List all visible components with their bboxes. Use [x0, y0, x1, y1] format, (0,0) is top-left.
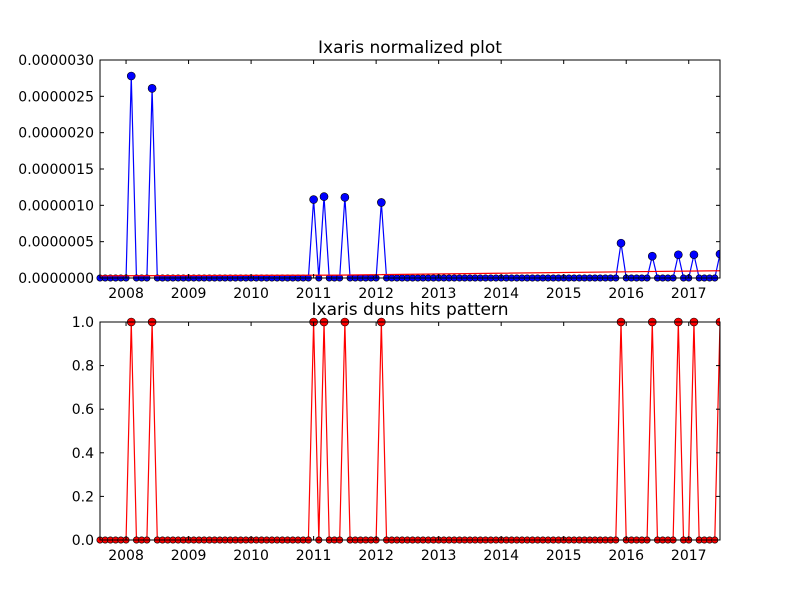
- y-tick-label: 0.0: [72, 533, 94, 549]
- peak-point: [340, 193, 350, 202]
- peak-point: [689, 250, 699, 260]
- x-tick-label: 2009: [171, 548, 207, 564]
- series-line: [99, 270, 720, 277]
- peak-point: [126, 71, 136, 81]
- x-tick-label: 2008: [108, 548, 144, 564]
- peak-point: [647, 251, 657, 261]
- peak-point: [715, 249, 720, 259]
- peak-point: [147, 84, 157, 93]
- axes-frame: [99, 59, 721, 279]
- y-tick-label: 0.0000030: [18, 53, 94, 69]
- x-tick-label: 2011: [296, 548, 332, 564]
- x-tick-label: 2010: [233, 286, 269, 302]
- x-axis: 2008 2009 2010 2011 2012 2013 2014 2015 2016 2017: [108, 60, 707, 302]
- x-tick-label: 2012: [358, 548, 394, 564]
- series-0: [96, 71, 720, 282]
- peak-point: [616, 238, 626, 248]
- plot-area: [96, 317, 720, 544]
- x-tick-label: 2013: [421, 548, 457, 564]
- peak-point: [309, 195, 318, 204]
- x-tick-label: 2016: [608, 548, 644, 564]
- chart-title: Ixaris duns hits pattern: [312, 300, 509, 320]
- y-tick-label: 0.6: [72, 402, 94, 418]
- y-tick-label: 0.0000000: [18, 271, 94, 287]
- y-tick-label: 0.2: [72, 489, 94, 505]
- peak-point: [377, 198, 386, 207]
- series-1: [99, 270, 720, 277]
- y-tick-label: 0.8: [72, 359, 94, 375]
- series-line: [100, 321, 720, 541]
- x-tick-label: 2017: [671, 286, 707, 302]
- axes-frame: [99, 321, 721, 541]
- x-tick-label: 2011: [296, 286, 332, 302]
- peak-point: [319, 192, 329, 201]
- x-axis: 2008 2009 2010 2011 2012 2013 2014 2015 2016 2017: [108, 322, 707, 564]
- y-axis: 0.0 0.2 0.4 0.6 0.8 1.0: [72, 315, 720, 549]
- x-tick-label: 2017: [671, 548, 707, 564]
- normalized-plot-panel: Ixaris normalized plot 2008 2009 2010 2011 2…: [18, 38, 721, 302]
- peak-point: [674, 250, 683, 260]
- series-line: [100, 75, 720, 279]
- x-tick-label: 2014: [483, 548, 519, 564]
- y-tick-label: 0.0000015: [18, 162, 94, 178]
- y-tick-label: 0.4: [72, 446, 94, 462]
- y-tick-label: 0.0000010: [18, 198, 94, 214]
- x-tick-label: 2015: [546, 286, 582, 302]
- x-tick-label: 2010: [233, 548, 269, 564]
- x-tick-label: 2008: [108, 286, 144, 302]
- y-tick-label: 0.0000005: [18, 235, 94, 251]
- x-tick-label: 2015: [546, 548, 582, 564]
- y-axis: 0.0000000 0.0000005 0.0000010 0.0000015 0.00…: [18, 53, 720, 287]
- x-tick-label: 2014: [483, 286, 519, 302]
- y-tick-label: 0.0000025: [18, 89, 94, 105]
- chart-title: Ixaris normalized plot: [318, 38, 502, 58]
- plot-area: [96, 71, 720, 282]
- hits-pattern-panel: Ixaris duns hits pattern 2008 2009 2010 201…: [72, 300, 721, 564]
- x-tick-label: 2013: [421, 286, 457, 302]
- y-tick-label: 0.0000020: [18, 126, 94, 142]
- series-0: [96, 317, 720, 544]
- x-tick-label: 2012: [358, 286, 394, 302]
- x-tick-label: 2009: [171, 286, 207, 302]
- y-tick-label: 1.0: [72, 315, 94, 331]
- x-tick-label: 2016: [608, 286, 644, 302]
